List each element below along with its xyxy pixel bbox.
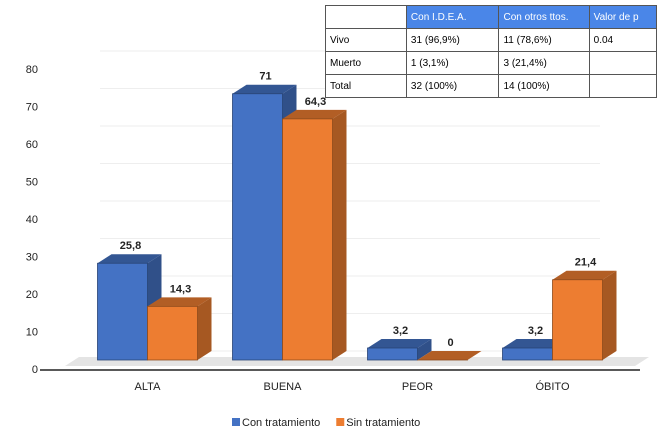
y-tick-label: 60 xyxy=(26,139,38,151)
data-label: 71 xyxy=(259,71,271,83)
cell: 14 (100%) xyxy=(498,74,590,98)
cell: 11 (78,6%) xyxy=(498,28,590,52)
cell: 1 (3,1%) xyxy=(405,51,500,75)
y-tick-label: 0 xyxy=(32,364,38,376)
data-label: 25,8 xyxy=(120,240,141,252)
bar xyxy=(97,254,162,361)
bar-front xyxy=(552,279,603,361)
data-label: 3,2 xyxy=(393,325,408,337)
data-label: 21,4 xyxy=(575,257,597,269)
bar-side xyxy=(197,297,212,360)
cell xyxy=(588,51,657,75)
bar-front xyxy=(97,262,148,361)
y-tick-label: 80 xyxy=(26,64,38,76)
legend-swatch xyxy=(336,418,345,426)
cell: 3 (21,4%) xyxy=(498,51,590,75)
cell: 31 (96,9%) xyxy=(405,28,500,52)
bar-top xyxy=(502,339,567,348)
bar-side xyxy=(332,109,347,360)
y-tick-label: 40 xyxy=(26,214,38,226)
data-table: Con I.D.E.A. Con otros ttos. Valor de p … xyxy=(325,5,657,98)
y-tick-label: 20 xyxy=(26,289,38,301)
x-tick-label: ÓBITO xyxy=(535,380,569,393)
header-cell: Valor de p xyxy=(588,5,657,29)
table-row: Vivo 31 (96,9%) 11 (78,6%) 0.04 xyxy=(325,28,657,52)
y-tick-label: 70 xyxy=(26,101,38,113)
legend-label: Con tratamiento xyxy=(242,417,320,429)
bar xyxy=(147,297,212,361)
x-tick-label: ALTA xyxy=(135,381,162,393)
bar-side xyxy=(417,339,432,360)
y-tick-label: 10 xyxy=(26,326,38,338)
bar-top xyxy=(97,254,162,264)
bar-front xyxy=(282,118,333,361)
bar-top xyxy=(417,351,482,360)
bar xyxy=(417,351,482,361)
data-label: 0 xyxy=(447,337,453,349)
bar-front xyxy=(232,93,283,361)
data-label: 3,2 xyxy=(528,325,543,337)
bar-side xyxy=(602,270,617,360)
y-tick-label: 30 xyxy=(26,251,38,263)
bar-front xyxy=(502,347,553,361)
bar xyxy=(552,270,617,361)
bar xyxy=(367,339,432,361)
header-cell xyxy=(325,5,407,29)
bar-top xyxy=(552,270,617,280)
table-header: Con I.D.E.A. Con otros ttos. Valor de p xyxy=(325,5,657,29)
bar xyxy=(282,109,347,361)
x-tick-label: BUENA xyxy=(264,381,303,393)
cell: Muerto xyxy=(325,51,407,75)
data-label: 14,3 xyxy=(170,283,191,295)
table-row: Total 32 (100%) 14 (100%) xyxy=(325,74,657,98)
header-cell: Con I.D.E.A. xyxy=(405,5,500,29)
bar-top xyxy=(147,297,212,307)
cell xyxy=(588,74,657,98)
legend-swatch xyxy=(232,418,240,426)
bar-front xyxy=(147,305,198,361)
bar-front xyxy=(367,347,418,361)
data-label: 64,3 xyxy=(305,96,326,108)
header-cell: Con otros ttos. xyxy=(498,5,590,29)
bar-top xyxy=(367,339,432,348)
table-row: Muerto 1 (3,1%) 3 (21,4%) xyxy=(325,51,657,75)
cell: 0.04 xyxy=(588,28,657,52)
y-tick-label: 50 xyxy=(26,176,38,188)
bar-top xyxy=(232,84,297,94)
cell: Total xyxy=(325,74,407,98)
cell: 32 (100%) xyxy=(405,74,500,98)
legend-label: Sin tratamiento xyxy=(346,417,420,429)
x-tick-label: PEOR xyxy=(402,381,433,393)
bar-top xyxy=(282,109,347,119)
cell: Vivo xyxy=(325,28,407,52)
